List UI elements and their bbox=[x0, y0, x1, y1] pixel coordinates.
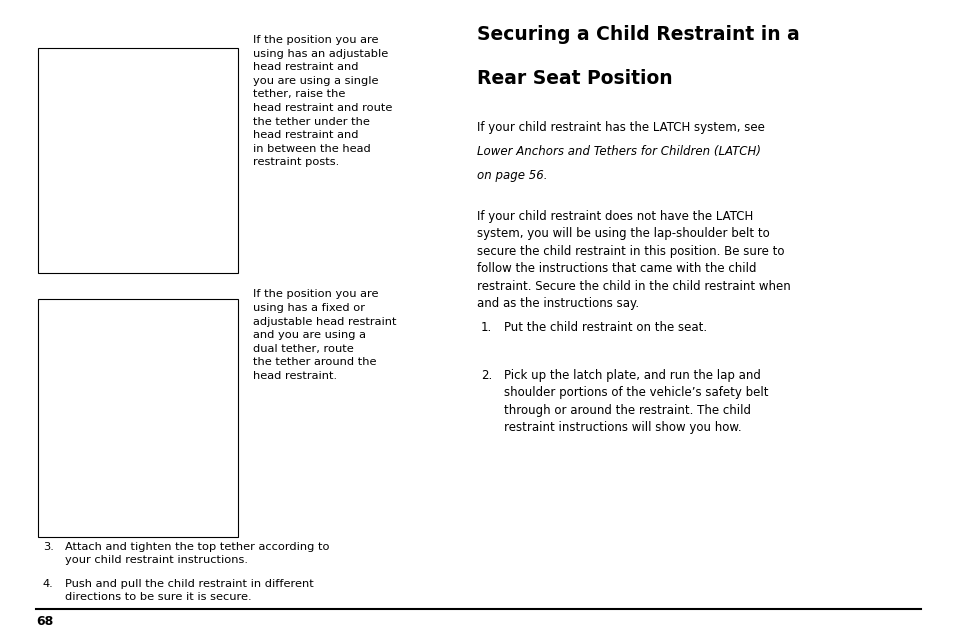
Text: If the position you are
using has a fixed or
adjustable head restraint
and you a: If the position you are using has a fixe… bbox=[253, 289, 395, 381]
Text: Pick up the latch plate, and run the lap and
shoulder portions of the vehicle’s : Pick up the latch plate, and run the lap… bbox=[503, 369, 767, 434]
Text: Lower Anchors and Tethers for Children (LATCH): Lower Anchors and Tethers for Children (… bbox=[476, 145, 760, 158]
Text: If your child restraint does not have the LATCH
system, you will be using the la: If your child restraint does not have th… bbox=[476, 210, 790, 310]
Text: Push and pull the child restraint in different
directions to be sure it is secur: Push and pull the child restraint in dif… bbox=[65, 579, 314, 602]
Text: 2.: 2. bbox=[480, 369, 492, 382]
Text: 1.: 1. bbox=[480, 321, 492, 334]
Text: If the position you are
using has an adjustable
head restraint and
you are using: If the position you are using has an adj… bbox=[253, 35, 392, 167]
Text: Securing a Child Restraint in a: Securing a Child Restraint in a bbox=[476, 25, 799, 45]
Bar bbox=[38, 48, 238, 273]
Text: Attach and tighten the top tether according to
your child restraint instructions: Attach and tighten the top tether accord… bbox=[65, 542, 329, 565]
Text: If your child restraint has the LATCH system, see: If your child restraint has the LATCH sy… bbox=[476, 121, 764, 134]
Text: Put the child restraint on the seat.: Put the child restraint on the seat. bbox=[503, 321, 706, 334]
Text: 3.: 3. bbox=[43, 542, 53, 552]
Bar bbox=[38, 299, 238, 537]
Text: on page 56.: on page 56. bbox=[476, 169, 547, 182]
Text: 68: 68 bbox=[36, 615, 53, 628]
Text: 4.: 4. bbox=[43, 579, 53, 589]
Text: Rear Seat Position: Rear Seat Position bbox=[476, 69, 672, 88]
